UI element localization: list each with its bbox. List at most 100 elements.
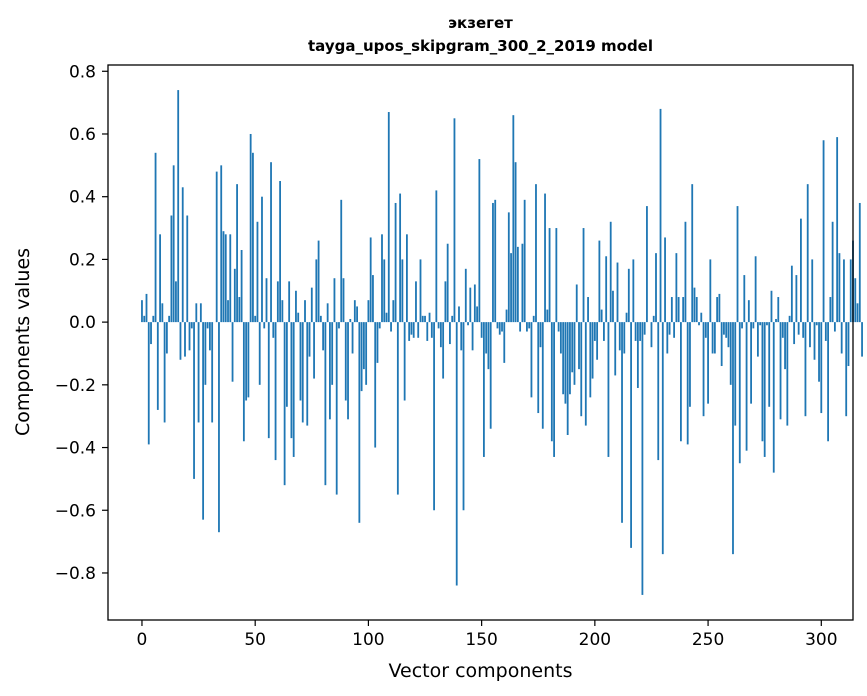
bar-210 [616, 262, 619, 323]
bar-105 [378, 322, 381, 329]
bar-225 [650, 322, 653, 348]
y-tick-label: −0.2 [55, 376, 96, 396]
bar-163 [510, 253, 512, 323]
bar-94 [353, 300, 356, 323]
bar-162 [507, 212, 510, 323]
bar-217 [632, 259, 635, 323]
bar-24 [195, 303, 198, 323]
bar-121 [415, 281, 417, 323]
bar-90 [344, 322, 347, 401]
bar-118 [408, 322, 411, 341]
bar-53 [261, 196, 263, 323]
bar-75 [310, 287, 313, 323]
bar-315 [854, 278, 857, 323]
bar-96 [358, 322, 361, 523]
bar-151 [482, 322, 485, 457]
bar-149 [478, 159, 481, 323]
bar-128 [430, 322, 433, 338]
bar-244 [693, 287, 696, 323]
y-tick-label: 0.0 [69, 313, 96, 333]
y-tick-label: −0.6 [55, 501, 96, 521]
bar-171 [528, 322, 531, 329]
bar-7 [156, 322, 159, 410]
bar-9 [161, 303, 164, 323]
bar-0 [141, 300, 143, 323]
bar-45 [242, 322, 245, 442]
x-tick-label: 200 [579, 630, 611, 650]
x-axis-ticks: 0 50 100 150 200 250 300 [137, 620, 838, 650]
bar-59 [274, 322, 277, 461]
bar-270 [752, 322, 755, 329]
bar-192 [575, 284, 578, 323]
bar-46 [245, 322, 248, 401]
bar-79 [319, 315, 322, 323]
bar-123 [419, 259, 422, 323]
bar-91 [347, 322, 349, 420]
bar-92 [349, 318, 352, 323]
bar-235 [673, 322, 676, 338]
bar-124 [421, 315, 424, 323]
bar-153 [487, 322, 490, 370]
bar-39 [229, 234, 232, 323]
bar-232 [666, 322, 669, 354]
bar-47 [247, 322, 250, 398]
bar-306 [833, 322, 836, 332]
bar-183 [555, 228, 558, 323]
bar-160 [503, 322, 506, 363]
bar-137 [451, 315, 454, 323]
x-tick-label: 150 [465, 630, 497, 650]
bar-263 [736, 206, 739, 323]
bar-98 [362, 322, 365, 370]
bar-262 [734, 322, 737, 426]
bar-190 [571, 322, 574, 373]
bar-28 [204, 322, 207, 385]
bar-16 [177, 90, 180, 323]
bar-295 [809, 322, 811, 348]
bar-63 [283, 322, 286, 486]
x-tick-label: 300 [805, 630, 837, 650]
bar-55 [265, 278, 268, 323]
bar-197 [587, 297, 589, 323]
bar-222 [643, 322, 646, 335]
bar-34 [218, 322, 220, 533]
bar-86 [335, 322, 338, 495]
bar-275 [763, 322, 766, 457]
y-tick-label: 0.6 [69, 125, 96, 145]
bar-248 [702, 322, 705, 417]
bar-35 [220, 165, 223, 323]
bar-240 [684, 221, 687, 323]
bar-255 [718, 293, 721, 323]
bar-26 [199, 303, 202, 323]
bar-159 [501, 322, 503, 332]
bar-61 [279, 181, 281, 323]
bar-203 [600, 309, 603, 323]
bar-132 [439, 322, 442, 348]
bar-200 [593, 322, 596, 341]
bar-169 [523, 199, 526, 323]
bar-219 [636, 322, 639, 388]
bar-188 [566, 322, 569, 435]
bar-220 [639, 322, 642, 341]
bar-48 [249, 133, 252, 323]
bar-93 [351, 322, 354, 354]
bar-279 [772, 322, 775, 473]
bar-221 [641, 322, 644, 595]
bar-145 [469, 287, 472, 323]
bar-80 [322, 322, 325, 351]
bar-125 [424, 315, 426, 323]
y-axis-label: Components values [12, 248, 34, 436]
bar-69 [297, 312, 300, 323]
bar-189 [569, 322, 571, 395]
bar-247 [700, 312, 703, 323]
x-tick-label: 0 [137, 630, 148, 650]
bar-10 [163, 322, 166, 423]
bar-101 [369, 237, 372, 323]
bar-265 [741, 322, 743, 329]
bar-99 [365, 322, 368, 385]
bar-25 [197, 322, 200, 423]
bar-303 [827, 322, 829, 442]
bar-126 [426, 322, 429, 341]
bar-260 [729, 322, 732, 385]
bar-264 [738, 322, 741, 464]
bar-152 [485, 322, 488, 354]
